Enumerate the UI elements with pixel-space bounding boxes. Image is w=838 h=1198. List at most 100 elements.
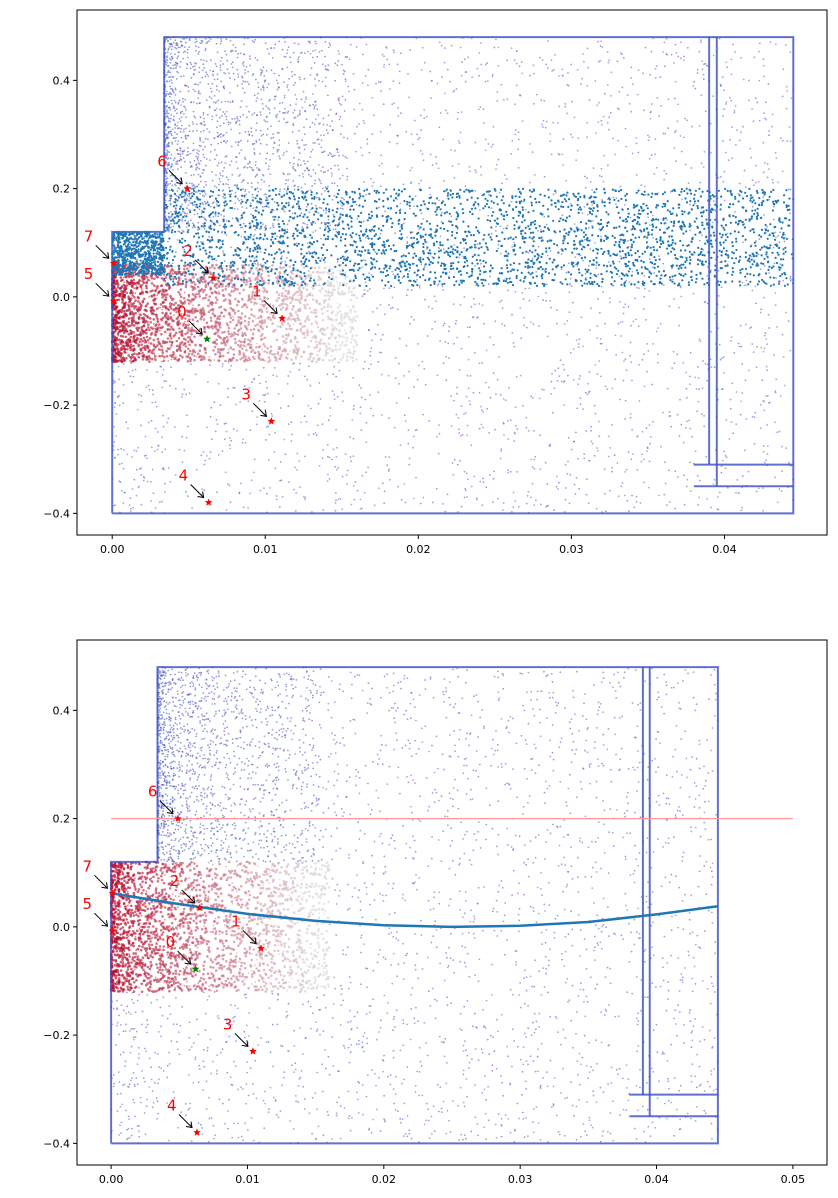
scatter-point — [624, 203, 626, 206]
scatter-point — [183, 128, 185, 131]
scatter-point — [367, 68, 370, 71]
scatter-point — [194, 283, 197, 286]
scatter-point — [787, 320, 790, 323]
scatter-point — [555, 475, 558, 478]
scatter-point — [608, 128, 610, 131]
scatter-point — [416, 378, 419, 381]
scatter-point — [260, 268, 264, 272]
scatter-point — [768, 198, 770, 201]
scatter-point — [232, 315, 235, 318]
scatter-point — [167, 93, 170, 96]
scatter-point — [456, 392, 458, 395]
scatter-point — [392, 49, 395, 52]
scatter-point — [202, 63, 205, 66]
scatter-point — [152, 492, 155, 495]
scatter-point — [736, 479, 739, 481]
scatter-point — [555, 485, 558, 488]
scatter-point — [285, 150, 288, 153]
scatter-point — [245, 65, 248, 68]
scatter-point — [308, 272, 311, 275]
scatter-point — [327, 473, 329, 476]
scatter-point — [200, 160, 202, 162]
scatter-point — [322, 328, 326, 332]
scatter-point — [193, 335, 196, 339]
scatter-point — [453, 458, 456, 461]
scatter-point — [114, 402, 117, 404]
scatter-point — [203, 227, 206, 230]
scatter-point — [349, 318, 352, 322]
scatter-point — [338, 347, 342, 351]
scatter-point — [461, 433, 464, 436]
scatter-point — [186, 48, 189, 51]
scatter-point — [307, 40, 310, 43]
scatter-point — [166, 71, 169, 74]
scatter-point — [151, 468, 154, 471]
scatter-point — [162, 368, 165, 371]
scatter-point — [165, 186, 168, 189]
scatter-point — [557, 122, 559, 124]
scatter-point — [287, 89, 290, 91]
scatter-point — [232, 72, 235, 75]
scatter-point — [652, 343, 654, 345]
scatter-point — [253, 148, 256, 150]
scatter-point — [293, 156, 295, 159]
scatter-point — [492, 477, 495, 480]
scatter-point — [319, 398, 322, 400]
scatter-point — [389, 478, 391, 481]
scatter-point — [170, 113, 173, 116]
scatter-point — [227, 387, 229, 390]
scatter-point — [238, 199, 241, 202]
scatter-point — [290, 440, 293, 442]
scatter-point — [720, 85, 722, 87]
scatter-point — [408, 270, 411, 273]
scatter-point — [165, 354, 169, 358]
scatter-point — [325, 209, 328, 212]
scatter-point — [159, 329, 161, 332]
scatter-point — [411, 143, 414, 146]
scatter-point — [169, 38, 172, 40]
scatter-point — [292, 395, 294, 397]
scatter-point — [448, 325, 451, 328]
scatter-point — [674, 131, 676, 134]
scatter-point — [122, 467, 125, 470]
scatter-point — [304, 183, 306, 185]
scatter-point — [229, 40, 232, 42]
scatter-point — [244, 165, 247, 168]
scatter-point — [785, 311, 787, 314]
scatter-point — [183, 160, 186, 163]
scatter-point — [441, 76, 443, 78]
scatter-point — [192, 304, 195, 307]
scatter-point — [772, 181, 774, 184]
scatter-point — [501, 323, 503, 325]
scatter-point — [413, 119, 416, 122]
scatter-point — [766, 424, 768, 426]
scatter-point — [759, 311, 762, 314]
scatter-point — [299, 109, 301, 112]
scatter-point — [681, 198, 683, 201]
scatter-point — [437, 246, 440, 249]
scatter-point — [351, 359, 355, 363]
scatter-point — [255, 317, 257, 320]
scatter-point — [204, 75, 207, 78]
scatter-point — [130, 507, 132, 510]
scatter-point — [534, 455, 537, 458]
scatter-point — [157, 445, 160, 447]
scatter-point — [458, 142, 461, 145]
scatter-point — [409, 207, 411, 210]
scatter-point — [453, 243, 456, 246]
scatter-point — [539, 434, 542, 437]
scatter-point — [333, 164, 336, 167]
scatter-point — [219, 60, 222, 62]
scatter-point — [258, 400, 261, 402]
scatter-point — [342, 400, 344, 402]
scatter-point — [579, 254, 582, 257]
scatter-point — [570, 448, 573, 451]
scatter-point — [118, 404, 121, 407]
scatter-point — [214, 148, 216, 151]
scatter-point — [735, 423, 738, 426]
scatter-point — [260, 88, 262, 91]
scatter-point — [521, 120, 524, 122]
scatter-point — [170, 226, 173, 229]
scatter-point — [637, 151, 640, 154]
scatter-point — [328, 456, 331, 459]
